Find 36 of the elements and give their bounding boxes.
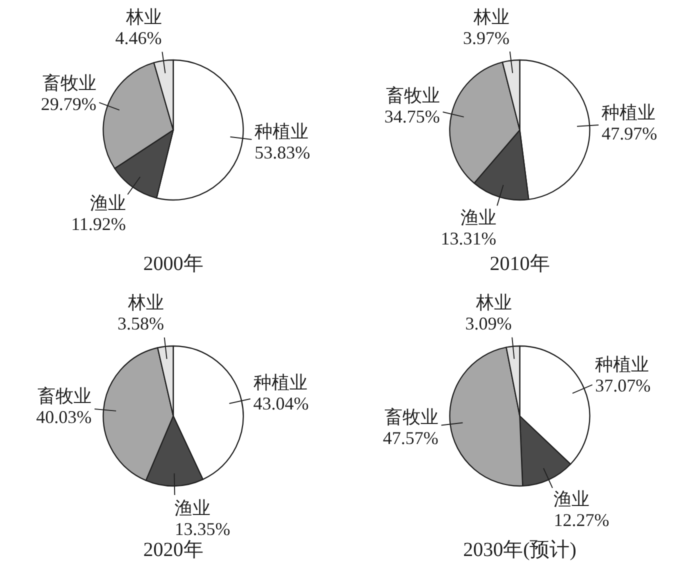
slice-label: 林业 [472,6,510,27]
data-label: 3.97% [463,28,510,48]
text: 2000年 [143,253,204,275]
slice-label: 渔业 [90,193,126,214]
slice-label: 渔业 [554,488,590,509]
text: 2020年 [143,539,204,561]
data-label: 11.92% [71,214,126,234]
data-label: 47.57% [382,428,438,448]
data-label: 12.27% [554,510,610,530]
data-label: 4.46% [115,28,162,48]
data-label: 13.31% [440,228,496,249]
data-label: 37.07% [595,375,651,396]
slice-label: 种植业 [595,354,650,374]
data-label: 47.97% [602,123,658,144]
slice-label: 畜牧业 [386,86,440,106]
data-label: 3.09% [465,313,512,334]
slice-label: 林业 [474,292,512,312]
slice-label: 畜牧业 [38,386,92,406]
data-label: 40.03% [36,406,92,427]
data-label: 43.04% [253,394,309,414]
data-label: 53.83% [254,142,310,162]
slice-label: 畜牧业 [42,73,96,94]
text: 2010年 [490,253,550,275]
slice-label: 畜牧业 [384,407,438,428]
slice-label: 种植业 [253,372,308,393]
data-label: 34.75% [384,106,440,127]
data-label: 13.35% [174,518,230,539]
data-label: 29.79% [40,94,96,114]
text: 2030年(预计) [463,539,576,561]
slice-label: 林业 [127,292,164,313]
slice-label: 渔业 [174,498,211,518]
slice-label: 种植业 [602,102,656,122]
data-label: 3.58% [118,314,164,334]
slice-label: 林业 [124,7,162,28]
slice-label: 种植业 [254,121,309,142]
slice-label: 渔业 [460,208,496,228]
